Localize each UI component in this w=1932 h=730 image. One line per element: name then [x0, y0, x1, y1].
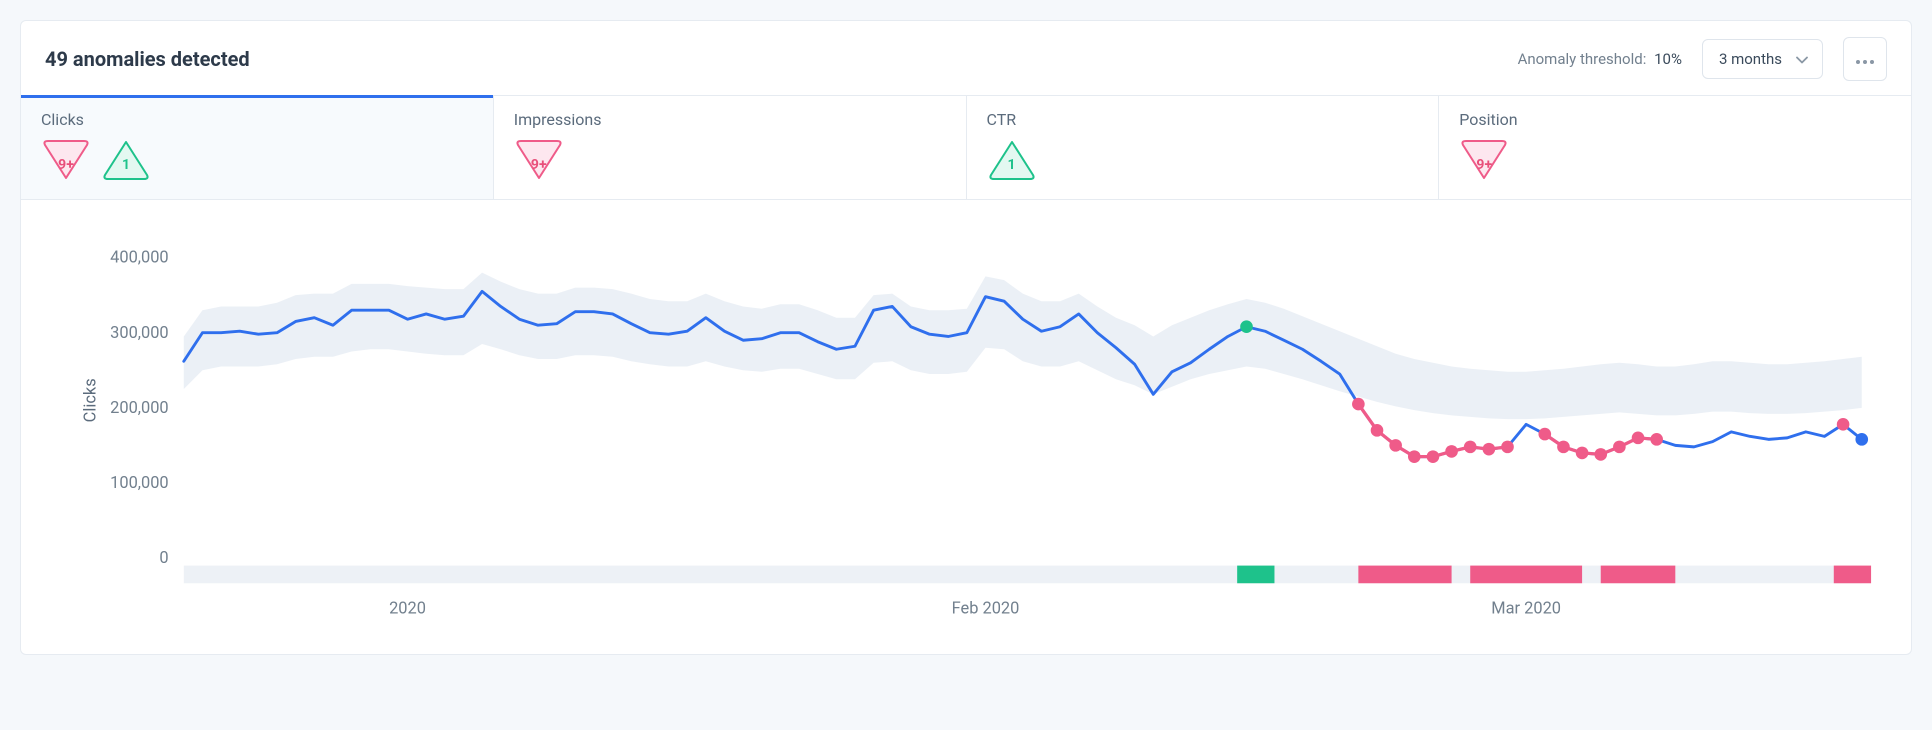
metric-tabs: Clicks9+1Impressions9+CTR1Position9+	[21, 95, 1911, 200]
svg-text:200,000: 200,000	[110, 399, 169, 418]
anomaly-up-badge: 1	[987, 139, 1037, 181]
threshold-label: Anomaly threshold: 10%	[1518, 50, 1682, 68]
tab-label: Position	[1459, 110, 1891, 129]
range-select[interactable]: 3 months	[1702, 39, 1823, 79]
svg-text:Mar 2020: Mar 2020	[1491, 600, 1561, 619]
tab-label: CTR	[987, 110, 1419, 129]
more-button[interactable]	[1843, 37, 1887, 81]
tab-impressions[interactable]: Impressions 9+	[494, 96, 967, 199]
threshold-text: Anomaly threshold:	[1518, 50, 1647, 68]
clicks-chart: 0 100,000 200,000 300,000 400,000 Clicks 2020 F…	[45, 230, 1887, 634]
tab-badges: 9+1	[41, 139, 473, 181]
svg-text:Feb 2020: Feb 2020	[952, 600, 1020, 619]
range-select-value: 3 months	[1719, 50, 1782, 68]
tab-label: Clicks	[41, 110, 473, 129]
card-header: 49 anomalies detected Anomaly threshold:…	[21, 21, 1911, 95]
tab-position[interactable]: Position 9+	[1439, 96, 1911, 199]
svg-text:400,000: 400,000	[110, 249, 169, 268]
tab-badges: 9+	[1459, 139, 1891, 181]
tab-ctr[interactable]: CTR 1	[967, 96, 1440, 199]
svg-text:0: 0	[159, 549, 168, 568]
header-controls: Anomaly threshold: 10% 3 months	[1518, 37, 1887, 81]
svg-text:300,000: 300,000	[110, 324, 169, 343]
svg-text:100,000: 100,000	[110, 474, 169, 493]
svg-text:2020: 2020	[389, 600, 426, 619]
anomalies-card: 49 anomalies detected Anomaly threshold:…	[20, 20, 1912, 655]
card-title: 49 anomalies detected	[45, 47, 250, 71]
more-icon	[1855, 50, 1875, 69]
anomaly-down-badge: 9+	[41, 139, 91, 181]
chevron-down-icon	[1796, 50, 1808, 68]
anomaly-up-badge: 1	[101, 139, 151, 181]
svg-text:Clicks: Clicks	[81, 378, 100, 422]
tab-badges: 9+	[514, 139, 946, 181]
tab-badges: 1	[987, 139, 1419, 181]
tab-clicks[interactable]: Clicks 9+1	[21, 96, 494, 199]
anomaly-down-badge: 9+	[1459, 139, 1509, 181]
chart-area: 0 100,000 200,000 300,000 400,000 Clicks 2020 F…	[21, 200, 1911, 654]
threshold-value: 10%	[1654, 50, 1682, 68]
tab-label: Impressions	[514, 110, 946, 129]
anomaly-down-badge: 9+	[514, 139, 564, 181]
